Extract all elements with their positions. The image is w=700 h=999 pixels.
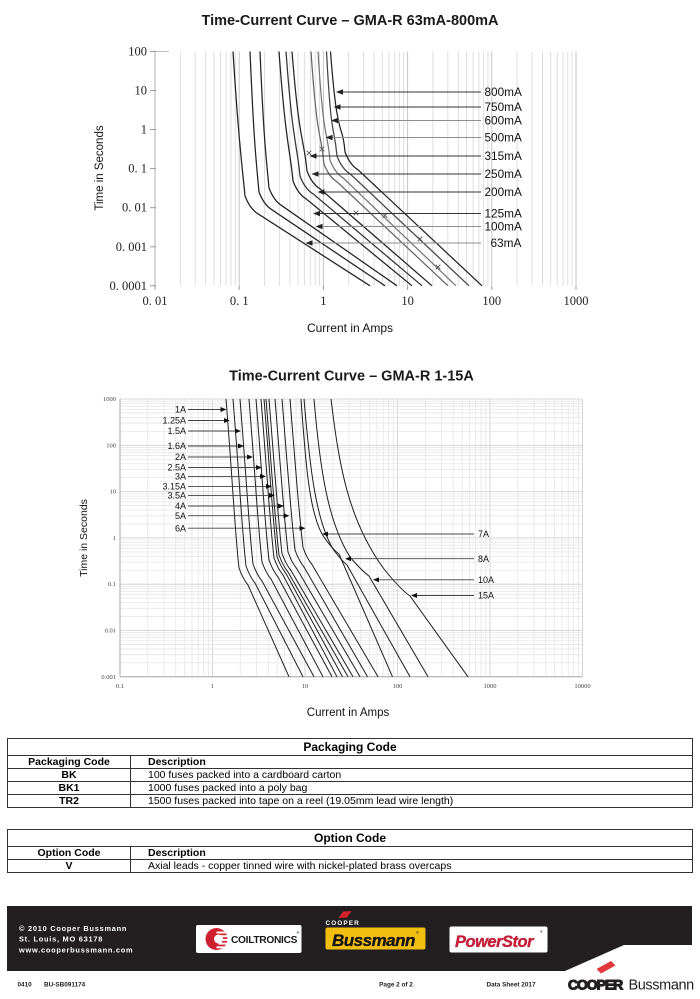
svg-text:2.5A: 2.5A [167,463,186,473]
svg-text:800mA: 800mA [485,85,523,99]
svg-text:100mA: 100mA [485,220,523,234]
svg-text:Time-Current Curve – GMA-R 1-1: Time-Current Curve – GMA-R 1-15A [229,369,474,385]
svg-text:PowerStor: PowerStor [455,933,535,951]
svg-text:®: ® [416,930,419,935]
svg-text:1A: 1A [175,405,186,415]
svg-text:0. 01: 0. 01 [122,201,147,215]
svg-text:6A: 6A [175,523,186,533]
svg-text:600mA: 600mA [485,114,523,128]
svg-text:COOPER: COOPER [326,920,360,927]
svg-text:BU-SB091174: BU-SB091174 [44,982,86,989]
svg-text:10: 10 [135,84,148,98]
svg-text:7A: 7A [478,529,489,539]
svg-text:3A: 3A [175,472,186,482]
svg-text:10000: 10000 [574,683,590,690]
svg-text:500mA: 500mA [485,131,523,145]
svg-text:200mA: 200mA [485,185,523,199]
svg-text:0410: 0410 [18,982,33,989]
svg-text:315mA: 315mA [485,149,523,163]
svg-text:1: 1 [113,535,116,542]
svg-text:Time-Current Curve – GMA-R 63m: Time-Current Curve – GMA-R 63mA-800mA [201,13,499,29]
svg-text:1.25A: 1.25A [162,416,186,426]
svg-text:© 2010 Cooper Bussmann: © 2010 Cooper Bussmann [19,924,127,933]
svg-text:COOPER: COOPER [568,977,623,993]
svg-text:4A: 4A [175,501,186,511]
svg-text:10: 10 [302,683,309,690]
svg-text:250mA: 250mA [485,167,523,181]
svg-text:100: 100 [128,45,147,59]
svg-text:100: 100 [106,442,116,449]
svg-text:100: 100 [393,683,403,690]
svg-text:0.001: 0.001 [101,674,116,681]
svg-text:Bussmann: Bussmann [629,978,695,994]
svg-text:1.5A: 1.5A [167,426,186,436]
svg-text:Current in Amps: Current in Amps [307,321,393,335]
svg-text:COILTRONICS: COILTRONICS [231,935,298,946]
svg-text:0. 01: 0. 01 [143,294,168,308]
svg-text:10A: 10A [478,575,494,585]
svg-text:1000: 1000 [484,683,497,690]
svg-text:®: ® [540,930,543,934]
svg-text:0. 1: 0. 1 [128,162,147,176]
svg-text:0. 0001: 0. 0001 [110,279,148,293]
svg-text:1: 1 [211,683,214,690]
svg-text:St. Louis, MO 63178: St. Louis, MO 63178 [19,935,103,944]
svg-text:0.1: 0.1 [116,683,124,690]
svg-text:1000: 1000 [564,294,589,308]
svg-text:100: 100 [482,294,501,308]
svg-text:1: 1 [141,123,147,137]
svg-text:3.15A: 3.15A [162,482,186,492]
svg-text:Time in Seconds: Time in Seconds [78,499,90,577]
svg-text:Bussmann: Bussmann [332,931,415,950]
svg-text:2A: 2A [175,452,186,462]
svg-text:Page 2 of 2: Page 2 of 2 [379,982,413,989]
svg-text:1.6A: 1.6A [167,441,186,451]
svg-text:0. 1: 0. 1 [230,294,249,308]
svg-text:63mA: 63mA [491,236,522,250]
svg-text:10: 10 [401,294,414,308]
svg-text:www.cooperbussmann.com: www.cooperbussmann.com [18,946,133,955]
svg-text:8A: 8A [478,554,489,564]
svg-text:10: 10 [110,489,117,496]
svg-text:3.5A: 3.5A [167,491,186,501]
svg-text:750mA: 750mA [485,100,523,114]
svg-text:1000: 1000 [103,396,116,403]
svg-text:0. 001: 0. 001 [116,240,147,254]
svg-text:®: ® [297,930,300,935]
svg-text:Data Sheet 2017: Data Sheet 2017 [487,982,536,989]
svg-text:5A: 5A [175,511,186,521]
svg-text:125mA: 125mA [485,207,523,221]
svg-text:15A: 15A [478,591,494,601]
svg-text:Current in Amps: Current in Amps [307,707,390,719]
svg-text:1: 1 [320,294,326,308]
svg-text:Time in Seconds: Time in Seconds [94,125,106,210]
svg-text:0.1: 0.1 [108,581,116,588]
svg-text:0.01: 0.01 [105,628,116,635]
